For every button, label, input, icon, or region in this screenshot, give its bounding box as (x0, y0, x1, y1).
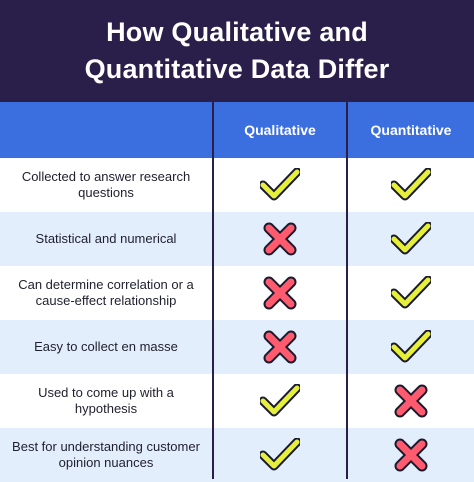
quantitative-mark (348, 266, 474, 320)
cross-icon (263, 330, 297, 364)
column-header-row: Qualitative Quantitative (0, 102, 474, 158)
quantitative-mark (348, 158, 474, 212)
checkmark-icon (260, 168, 300, 201)
quantitative-mark (348, 212, 474, 266)
row-label: Best for understanding customer opinion … (12, 439, 200, 470)
qualitative-mark (214, 320, 346, 374)
table-row: Best for understanding customer opinion … (0, 428, 474, 482)
row-label: Can determine correlation or a cause-eff… (18, 277, 194, 308)
quantitative-mark (348, 428, 474, 482)
checkmark-icon (391, 276, 431, 309)
qualitative-mark (214, 428, 346, 482)
row-label: Easy to collect en masse (34, 339, 178, 354)
column-divider (212, 102, 214, 479)
column-header-qualitative: Qualitative (244, 122, 316, 138)
quantitative-mark (348, 320, 474, 374)
column-header-quantitative: Quantitative (370, 122, 452, 138)
row-label: Statistical and numerical (35, 231, 177, 246)
table-row: Can determine correlation or a cause-eff… (0, 266, 474, 320)
checkmark-icon (260, 438, 300, 471)
checkmark-icon (391, 168, 431, 201)
cross-icon (263, 222, 297, 256)
row-label: Collected to answer research questions (21, 169, 191, 200)
cross-icon (394, 438, 428, 472)
title-banner: How Qualitative and Quantitative Data Di… (0, 0, 474, 102)
qualitative-mark (214, 158, 346, 212)
checkmark-icon (391, 222, 431, 255)
qualitative-mark (214, 266, 346, 320)
table-row: Statistical and numerical (0, 212, 474, 266)
table-row: Collected to answer research questions (0, 158, 474, 212)
checkmark-icon (391, 330, 431, 363)
table-row: Easy to collect en masse (0, 320, 474, 374)
quantitative-mark (348, 374, 474, 428)
checkmark-icon (260, 384, 300, 417)
cross-icon (263, 276, 297, 310)
cross-icon (394, 384, 428, 418)
row-label: Used to come up with a hypothesis (38, 385, 174, 416)
qualitative-mark (214, 212, 346, 266)
column-divider (346, 102, 348, 479)
table-row: Used to come up with a hypothesis (0, 374, 474, 428)
page-title: How Qualitative and Quantitative Data Di… (84, 17, 390, 84)
qualitative-mark (214, 374, 346, 428)
